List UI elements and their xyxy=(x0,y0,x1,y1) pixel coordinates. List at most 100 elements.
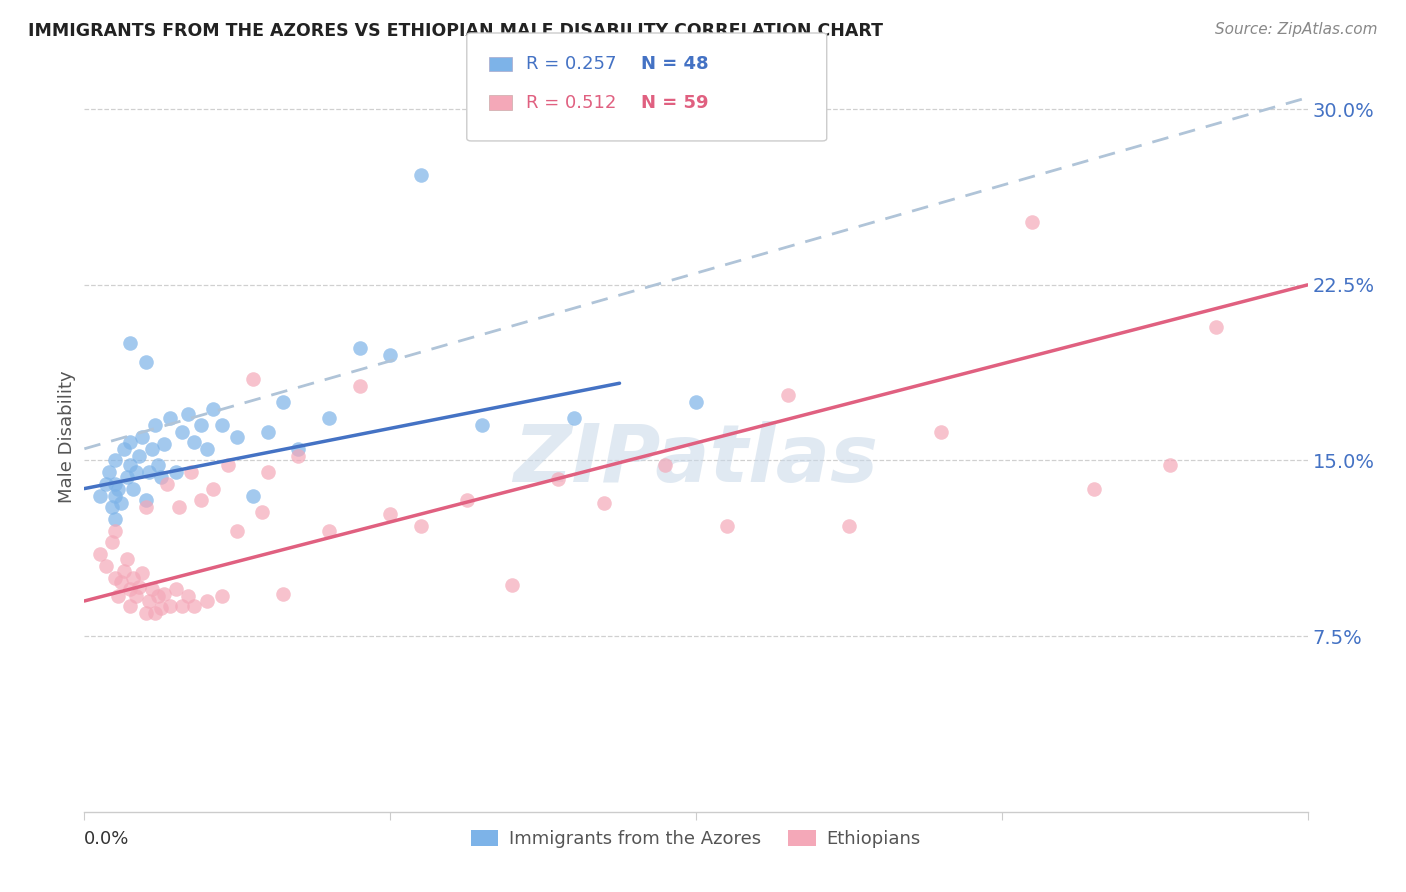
Text: Source: ZipAtlas.com: Source: ZipAtlas.com xyxy=(1215,22,1378,37)
Point xyxy=(776,388,799,402)
Point xyxy=(287,442,309,456)
Point xyxy=(107,482,129,496)
Point xyxy=(101,535,124,549)
Point xyxy=(149,470,172,484)
Point xyxy=(94,558,117,573)
Point xyxy=(165,582,187,597)
Point xyxy=(1083,482,1105,496)
Point xyxy=(128,580,150,594)
Point xyxy=(104,453,127,467)
Point xyxy=(271,395,294,409)
Point xyxy=(201,401,224,416)
Point xyxy=(143,418,166,433)
Point xyxy=(183,434,205,449)
Point xyxy=(211,418,233,433)
Point xyxy=(190,493,212,508)
Point xyxy=(159,599,181,613)
Point xyxy=(104,489,127,503)
Point xyxy=(242,489,264,503)
Point xyxy=(110,575,132,590)
Point xyxy=(112,442,135,456)
Point xyxy=(89,489,111,503)
Text: N = 59: N = 59 xyxy=(641,94,709,112)
Point xyxy=(104,524,127,538)
Point xyxy=(409,519,432,533)
Point xyxy=(226,430,249,444)
Point xyxy=(838,519,860,533)
Point xyxy=(135,606,157,620)
Point xyxy=(201,482,224,496)
Point xyxy=(654,458,676,473)
Point xyxy=(131,430,153,444)
Point xyxy=(1205,320,1227,334)
Point xyxy=(104,512,127,526)
Text: R = 0.257: R = 0.257 xyxy=(526,55,616,73)
Point xyxy=(138,465,160,479)
Point xyxy=(115,470,138,484)
Point xyxy=(149,601,172,615)
Point xyxy=(287,449,309,463)
Point xyxy=(141,582,163,597)
Point xyxy=(593,495,616,509)
Point xyxy=(172,599,194,613)
Point xyxy=(177,407,200,421)
Point xyxy=(135,493,157,508)
Point xyxy=(547,472,569,486)
Point xyxy=(128,449,150,463)
Text: N = 48: N = 48 xyxy=(641,55,709,73)
Point xyxy=(138,594,160,608)
Point xyxy=(122,571,145,585)
Point xyxy=(257,465,280,479)
Legend: Immigrants from the Azores, Ethiopians: Immigrants from the Azores, Ethiopians xyxy=(464,822,928,855)
Point xyxy=(183,599,205,613)
Point xyxy=(211,590,233,604)
Point xyxy=(165,465,187,479)
Point xyxy=(153,587,176,601)
Point xyxy=(120,599,142,613)
Point xyxy=(380,348,402,362)
Point xyxy=(456,493,478,508)
Point xyxy=(562,411,585,425)
Point xyxy=(380,508,402,522)
Point xyxy=(195,442,218,456)
Point xyxy=(929,425,952,440)
Point xyxy=(190,418,212,433)
Point xyxy=(271,587,294,601)
Text: 0.0%: 0.0% xyxy=(84,830,129,848)
Point xyxy=(125,465,148,479)
Point xyxy=(97,465,120,479)
Point xyxy=(250,505,273,519)
Point xyxy=(242,371,264,385)
Point xyxy=(104,476,127,491)
Point xyxy=(471,418,494,433)
Text: IMMIGRANTS FROM THE AZORES VS ETHIOPIAN MALE DISABILITY CORRELATION CHART: IMMIGRANTS FROM THE AZORES VS ETHIOPIAN … xyxy=(28,22,883,40)
Point xyxy=(217,458,239,473)
Y-axis label: Male Disability: Male Disability xyxy=(58,371,76,503)
Point xyxy=(122,482,145,496)
Point xyxy=(177,590,200,604)
Point xyxy=(146,590,169,604)
Point xyxy=(143,606,166,620)
Point xyxy=(318,411,340,425)
Point xyxy=(135,500,157,515)
Point xyxy=(195,594,218,608)
Text: R = 0.512: R = 0.512 xyxy=(526,94,616,112)
Point xyxy=(167,500,190,515)
Point xyxy=(685,395,707,409)
Point xyxy=(1159,458,1181,473)
Point xyxy=(318,524,340,538)
Point xyxy=(135,355,157,369)
Point xyxy=(156,476,179,491)
Point xyxy=(112,564,135,578)
Point xyxy=(110,495,132,509)
Point xyxy=(131,566,153,580)
Point xyxy=(125,590,148,604)
Point xyxy=(502,577,524,591)
Point xyxy=(153,437,176,451)
Point xyxy=(115,551,138,566)
Point xyxy=(349,378,371,392)
Point xyxy=(180,465,202,479)
Point xyxy=(146,458,169,473)
Point xyxy=(89,547,111,561)
Point xyxy=(101,500,124,515)
